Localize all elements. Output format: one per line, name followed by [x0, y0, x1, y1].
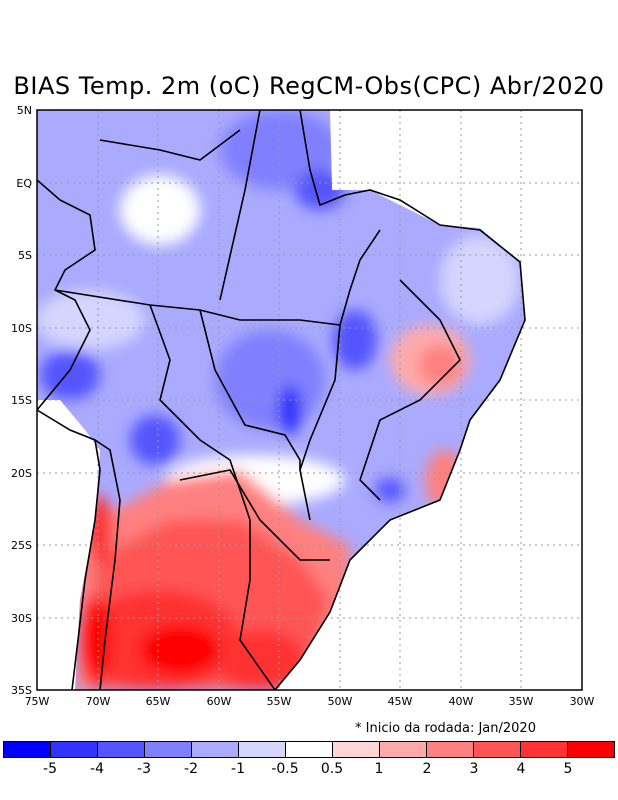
- colorbar-label: 1: [374, 761, 384, 777]
- colorbar-label: -5: [43, 761, 57, 777]
- colorbar: [3, 741, 615, 758]
- lat-tick: 25S: [11, 539, 32, 552]
- lat-tick: 5S: [18, 249, 32, 262]
- colorbar-swatch: [98, 742, 145, 757]
- run-start-note: * Inicio da rodada: Jan/2020: [355, 721, 536, 736]
- lon-tick: 65W: [146, 695, 171, 708]
- colorbar-swatch: [474, 742, 521, 757]
- colorbar-label: 4: [516, 761, 526, 777]
- lat-tick-labels: 5N EQ 5S 10S 15S 20S 25S 30S 35S: [11, 104, 32, 697]
- lon-tick: 30W: [570, 695, 595, 708]
- lat-tick: EQ: [16, 177, 32, 190]
- lon-tick: 45W: [388, 695, 413, 708]
- colorbar-label: -0.5: [271, 761, 299, 777]
- colorbar-label: 3: [469, 761, 479, 777]
- colorbar-swatch: [333, 742, 380, 757]
- plot-frame: [36, 109, 583, 691]
- lat-tick: 10S: [11, 322, 32, 335]
- colorbar-swatch: [521, 742, 568, 757]
- lon-tick: 75W: [25, 695, 50, 708]
- colorbar-label: 2: [422, 761, 432, 777]
- lon-tick-labels: 75W 70W 65W 60W 55W 50W 45W 40W 35W 30W: [25, 695, 595, 708]
- lat-tick: 15S: [11, 394, 32, 407]
- lat-tick: 30S: [11, 612, 32, 625]
- lon-tick: 70W: [86, 695, 111, 708]
- lon-tick: 50W: [328, 695, 353, 708]
- colorbar-label: -4: [90, 761, 104, 777]
- colorbar-swatch: [286, 742, 333, 757]
- lat-tick: 35S: [11, 684, 32, 697]
- grid-lines: [37, 110, 582, 690]
- colorbar-swatch: [568, 742, 614, 757]
- colorbar-swatch: [192, 742, 239, 757]
- coastline-and-borders: [37, 110, 526, 690]
- colorbar-label: -3: [137, 761, 151, 777]
- lon-tick: 40W: [449, 695, 474, 708]
- colorbar-swatch: [145, 742, 192, 757]
- colorbar-swatch: [380, 742, 427, 757]
- lat-tick: 20S: [11, 467, 32, 480]
- lon-tick: 35W: [509, 695, 534, 708]
- colorbar-swatch: [239, 742, 286, 757]
- colorbar-label: -2: [184, 761, 198, 777]
- colorbar-label: 0.5: [320, 761, 344, 777]
- lon-tick: 60W: [207, 695, 232, 708]
- colorbar-swatch: [427, 742, 474, 757]
- lon-tick: 55W: [267, 695, 292, 708]
- map-title: BIAS Temp. 2m (oC) RegCM-Obs(CPC) Abr/20…: [13, 72, 605, 100]
- colorbar-swatch: [4, 742, 51, 757]
- bias-map: 5N EQ 5S 10S 15S 20S 25S 30S 35S 75W 70W…: [11, 104, 595, 708]
- colorbar-label: 5: [563, 761, 573, 777]
- colorbar-label: -1: [231, 761, 245, 777]
- colorbar-swatch: [51, 742, 98, 757]
- lat-tick: 5N: [17, 104, 32, 117]
